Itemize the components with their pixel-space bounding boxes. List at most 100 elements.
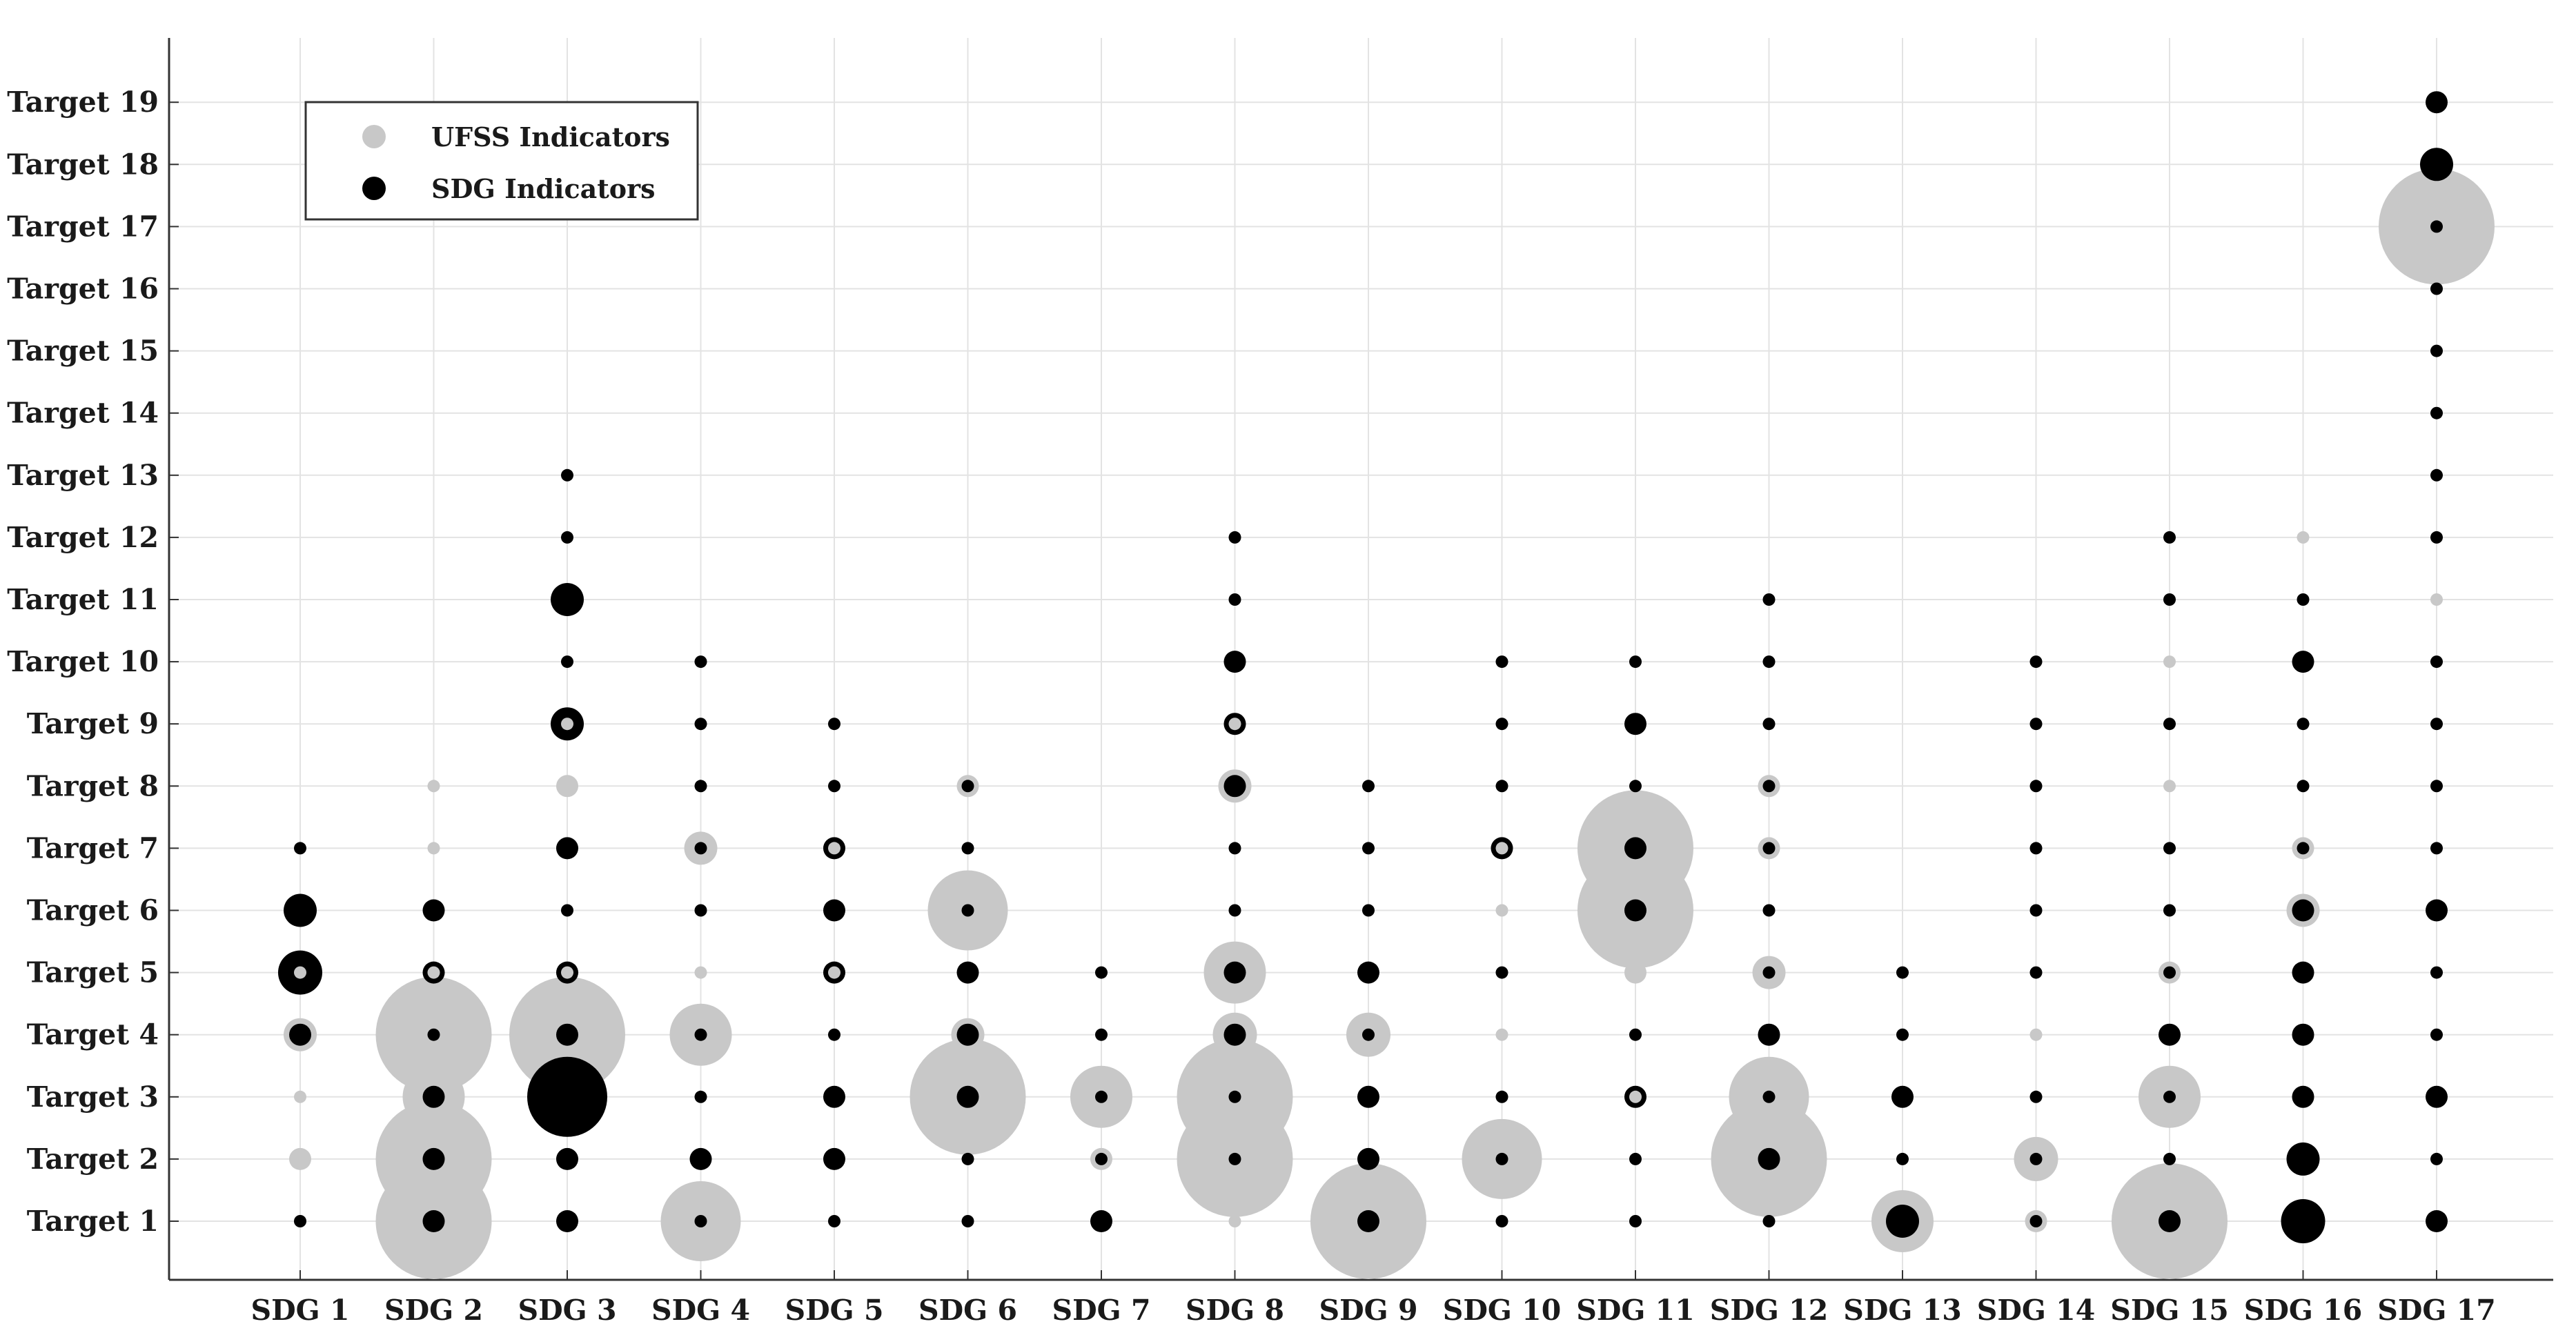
sdg-point (422, 1210, 445, 1232)
sdg-point (2029, 966, 2043, 979)
x-tick-label: SDG 13 (1843, 1294, 1962, 1327)
sdg-point (2163, 842, 2176, 855)
sdg-point (2430, 220, 2443, 233)
sdg-point (1629, 1028, 1642, 1041)
sdg-point (2430, 842, 2443, 855)
sdg-point (427, 1028, 440, 1041)
x-tick-label: SDG 4 (651, 1294, 750, 1327)
sdg-point (1362, 1028, 1375, 1041)
sdg-point (1891, 1085, 1914, 1108)
y-tick-label: Target 2 (27, 1143, 159, 1176)
sdg-point (1624, 837, 1646, 860)
sdg-point (2297, 780, 2310, 793)
sdg-point (828, 780, 840, 793)
x-tick-label: SDG 8 (1186, 1294, 1284, 1327)
ufss-point (2163, 655, 2176, 669)
sdg-point (561, 531, 573, 544)
sdg-point (2029, 1152, 2043, 1165)
sdg-point (1896, 966, 1909, 979)
sdg-point (1362, 904, 1375, 917)
ufss-point-core (1228, 718, 1241, 731)
x-tick-label: SDG 5 (785, 1294, 884, 1327)
sdg-point (2029, 655, 2043, 669)
ufss-point-core (294, 966, 306, 979)
sdg-point (2430, 966, 2443, 979)
ufss-point (1495, 1028, 1508, 1041)
legend-label-sdg: SDG Indicators (431, 173, 656, 204)
sdg-point (2430, 655, 2443, 669)
y-tick-label: Target 1 (27, 1205, 159, 1238)
sdg-point (422, 899, 445, 922)
sdg-point (1495, 966, 1508, 979)
sdg-point (1228, 531, 1241, 544)
sdg-point (294, 842, 306, 855)
y-tick-label: Target 5 (27, 956, 159, 989)
sdg-point (1228, 1090, 1241, 1103)
sdg-point (694, 904, 707, 917)
sdg-point (1095, 1028, 1108, 1041)
ufss-point (2163, 780, 2176, 793)
sdg-point (828, 1028, 840, 1041)
sdg-point (2286, 1142, 2320, 1176)
sdg-point (1090, 1210, 1112, 1232)
sdg-point (2292, 899, 2314, 922)
x-tick-label: SDG 11 (1576, 1294, 1695, 1327)
axes (168, 38, 2553, 1281)
sdg-point (2426, 91, 2448, 114)
sdg-point (1762, 593, 1776, 606)
ufss-point (2297, 531, 2310, 544)
sdg-point (2430, 531, 2443, 544)
sdg-point (551, 583, 584, 616)
sdg-point (694, 1215, 707, 1227)
ufss-point (1495, 904, 1508, 917)
sdg-point (1624, 713, 1646, 735)
sdg-point (1228, 1152, 1241, 1165)
x-tick-label: SDG 9 (1319, 1294, 1418, 1327)
sdg-point (2292, 1023, 2314, 1046)
sdg-point (2297, 593, 2310, 606)
ufss-point-core (828, 842, 840, 855)
x-tick-label: SDG 12 (1710, 1294, 1829, 1327)
x-tick-label: SDG 14 (1977, 1294, 2096, 1327)
ufss-point (694, 966, 707, 979)
x-tick-label: SDG 6 (918, 1294, 1017, 1327)
sdg-point (2163, 904, 2176, 917)
sdg-point (2163, 593, 2176, 606)
sdg-point (2163, 1152, 2176, 1165)
sdg-point (828, 718, 840, 731)
sdg-point (823, 1147, 845, 1170)
x-tick-label: SDG 1 (251, 1294, 350, 1327)
sdg-point (956, 1085, 979, 1108)
ufss-point (427, 780, 440, 793)
y-tick-label: Target 12 (7, 521, 159, 554)
sdg-point (1629, 655, 1642, 669)
sdg-point (956, 1023, 979, 1046)
x-tick-label: SDG 2 (384, 1294, 483, 1327)
sdg-point (1095, 1090, 1108, 1103)
sdg-point (2029, 718, 2043, 731)
x-tick-label: SDG 3 (518, 1294, 617, 1327)
sdg-point (2430, 406, 2443, 419)
sdg-point (828, 1215, 840, 1227)
ufss-point (1228, 1215, 1241, 1227)
sdg-point (1758, 1023, 1780, 1046)
sdg-point (556, 1210, 578, 1232)
ufss-point-core (1495, 842, 1508, 855)
sdg-point (2430, 1152, 2443, 1165)
y-tick-label: Target 3 (27, 1080, 159, 1114)
ufss-point-core (561, 718, 573, 731)
sdg-point (561, 655, 573, 669)
sdg-point (561, 904, 573, 917)
legend-marker-sdg (362, 177, 386, 200)
legend-label-ufss: UFSS Indicators (431, 121, 670, 152)
sdg-point (1896, 1152, 1909, 1165)
sdg-point (289, 1023, 311, 1046)
sdg-point (2281, 1199, 2326, 1243)
sdg-point (2292, 1085, 2314, 1108)
sdg-point (694, 1028, 707, 1041)
sdg-point (1357, 961, 1379, 984)
sdg-point (2430, 718, 2443, 731)
x-tick-label: SDG 7 (1052, 1294, 1151, 1327)
y-axis-ticks: Target 1 Target 2 Target 3 Target 4 Target 5… (7, 86, 179, 1238)
